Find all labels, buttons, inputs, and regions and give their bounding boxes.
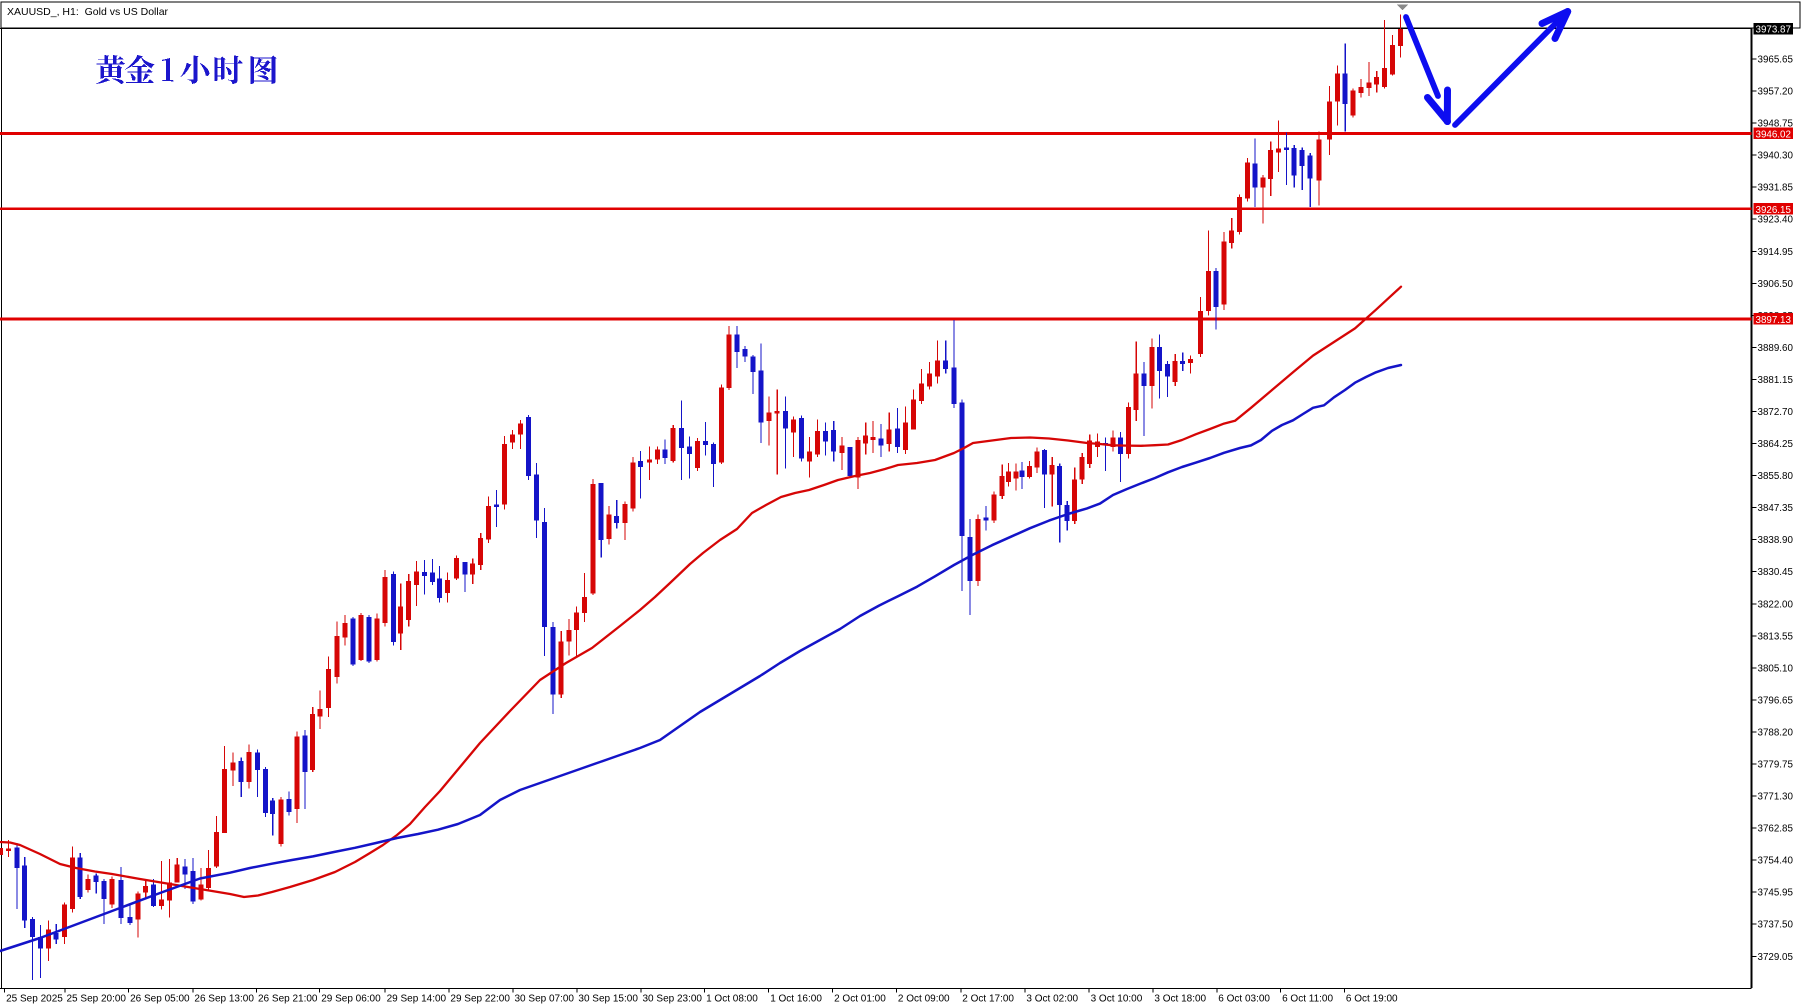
svg-text:3897.13: 3897.13 bbox=[1756, 315, 1792, 326]
svg-text:2 Oct 01:00: 2 Oct 01:00 bbox=[834, 994, 886, 1005]
svg-text:3762.85: 3762.85 bbox=[1758, 824, 1794, 835]
svg-text:29 Sep 22:00: 29 Sep 22:00 bbox=[450, 994, 510, 1005]
svg-text:3771.30: 3771.30 bbox=[1758, 792, 1794, 803]
svg-text:3931.85: 3931.85 bbox=[1758, 183, 1794, 194]
svg-text:3805.10: 3805.10 bbox=[1758, 663, 1794, 674]
svg-text:26 Sep 13:00: 26 Sep 13:00 bbox=[194, 994, 254, 1005]
svg-text:29 Sep 06:00: 29 Sep 06:00 bbox=[321, 994, 381, 1005]
svg-text:1 Oct 16:00: 1 Oct 16:00 bbox=[770, 994, 822, 1005]
svg-text:3940.30: 3940.30 bbox=[1758, 151, 1794, 162]
svg-text:29 Sep 14:00: 29 Sep 14:00 bbox=[387, 994, 447, 1005]
svg-text:3881.15: 3881.15 bbox=[1758, 375, 1794, 386]
svg-text:3822.00: 3822.00 bbox=[1758, 599, 1794, 610]
svg-text:3830.45: 3830.45 bbox=[1758, 567, 1794, 578]
svg-text:3847.35: 3847.35 bbox=[1758, 503, 1794, 514]
svg-text:3796.65: 3796.65 bbox=[1758, 695, 1794, 706]
svg-text:3745.95: 3745.95 bbox=[1758, 888, 1794, 899]
svg-text:3889.60: 3889.60 bbox=[1758, 343, 1794, 354]
svg-text:3838.90: 3838.90 bbox=[1758, 535, 1794, 546]
svg-text:30 Sep 07:00: 30 Sep 07:00 bbox=[515, 994, 575, 1005]
svg-text:3 Oct 18:00: 3 Oct 18:00 bbox=[1154, 994, 1206, 1005]
svg-text:3 Oct 02:00: 3 Oct 02:00 bbox=[1026, 994, 1078, 1005]
svg-text:3754.40: 3754.40 bbox=[1758, 856, 1794, 867]
svg-text:XAUUSD_, H1: Gold vs US Dolla: XAUUSD_, H1: Gold vs US Dollar bbox=[7, 6, 169, 18]
svg-text:3926.15: 3926.15 bbox=[1756, 205, 1792, 216]
svg-text:26 Sep 21:00: 26 Sep 21:00 bbox=[258, 994, 318, 1005]
svg-text:2 Oct 09:00: 2 Oct 09:00 bbox=[898, 994, 950, 1005]
svg-text:3923.40: 3923.40 bbox=[1758, 215, 1794, 226]
svg-text:3729.05: 3729.05 bbox=[1758, 952, 1794, 963]
svg-text:30 Sep 23:00: 30 Sep 23:00 bbox=[643, 994, 703, 1005]
svg-text:3946.02: 3946.02 bbox=[1756, 129, 1791, 140]
svg-text:3914.95: 3914.95 bbox=[1758, 247, 1794, 258]
svg-text:1 Oct 08:00: 1 Oct 08:00 bbox=[706, 994, 758, 1005]
svg-text:3788.20: 3788.20 bbox=[1758, 728, 1794, 739]
svg-text:3779.75: 3779.75 bbox=[1758, 760, 1794, 771]
svg-text:3737.50: 3737.50 bbox=[1758, 920, 1794, 931]
svg-text:25 Sep 2025: 25 Sep 2025 bbox=[6, 994, 63, 1005]
svg-text:2 Oct 17:00: 2 Oct 17:00 bbox=[962, 994, 1014, 1005]
svg-text:3948.75: 3948.75 bbox=[1758, 119, 1794, 130]
svg-text:3 Oct 10:00: 3 Oct 10:00 bbox=[1091, 994, 1143, 1005]
svg-text:3813.55: 3813.55 bbox=[1758, 631, 1794, 642]
svg-text:25 Sep 20:00: 25 Sep 20:00 bbox=[67, 994, 127, 1005]
svg-text:6 Oct 19:00: 6 Oct 19:00 bbox=[1346, 994, 1398, 1005]
svg-text:6 Oct 11:00: 6 Oct 11:00 bbox=[1282, 994, 1333, 1005]
svg-text:26 Sep 05:00: 26 Sep 05:00 bbox=[130, 994, 190, 1005]
svg-text:30 Sep 15:00: 30 Sep 15:00 bbox=[578, 994, 638, 1005]
svg-text:3855.80: 3855.80 bbox=[1758, 471, 1794, 482]
svg-text:3864.25: 3864.25 bbox=[1758, 439, 1794, 450]
svg-text:3957.20: 3957.20 bbox=[1758, 87, 1794, 98]
svg-text:6 Oct 03:00: 6 Oct 03:00 bbox=[1218, 994, 1270, 1005]
svg-text:3872.70: 3872.70 bbox=[1758, 407, 1794, 418]
svg-text:3906.50: 3906.50 bbox=[1758, 279, 1794, 290]
svg-text:3973.87: 3973.87 bbox=[1756, 25, 1791, 36]
svg-text:3965.65: 3965.65 bbox=[1758, 55, 1794, 66]
